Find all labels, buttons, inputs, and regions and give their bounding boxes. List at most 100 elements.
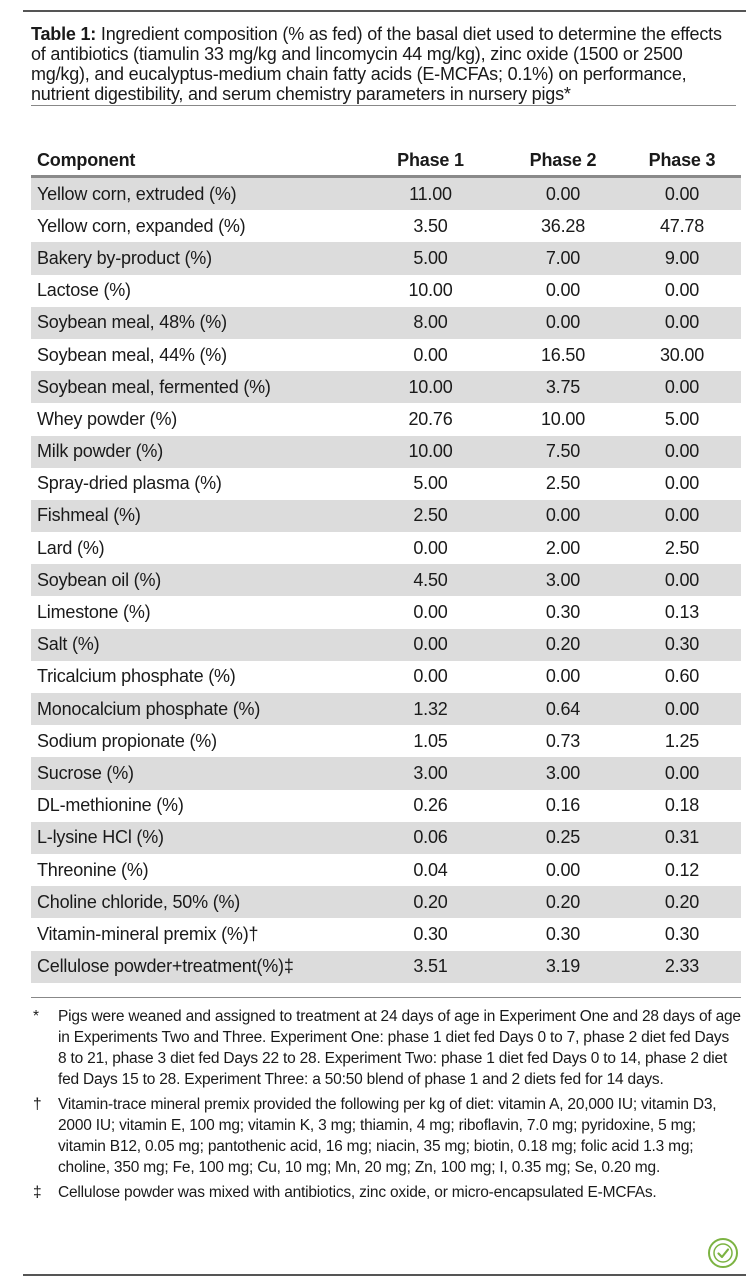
component-name-cell: Soybean meal, fermented (%) <box>31 371 358 404</box>
table-row: Sucrose (%) 3.00 3.00 0.00 <box>31 757 741 790</box>
phase-3-value-cell: 0.60 <box>623 660 741 693</box>
phase-2-value-cell: 0.16 <box>503 789 623 822</box>
phase-2-value-cell: 0.25 <box>503 821 623 854</box>
table-row: Salt (%) 0.00 0.20 0.30 <box>31 628 741 661</box>
component-name-cell: Soybean oil (%) <box>31 564 358 597</box>
phase-3-value-cell: 0.00 <box>623 176 741 211</box>
phase-3-value-cell: 9.00 <box>623 242 741 275</box>
phase-1-value-cell: 3.00 <box>358 757 503 790</box>
column-header-component: Component <box>31 145 358 178</box>
phase-1-value-cell: 11.00 <box>358 176 503 211</box>
table-row: Choline chloride, 50% (%) 0.20 0.20 0.20 <box>31 886 741 919</box>
phase-1-value-cell: 0.00 <box>358 338 503 372</box>
component-name-cell: L-lysine HCl (%) <box>31 821 358 854</box>
phase-2-value-cell: 0.00 <box>503 660 623 693</box>
phase-2-value-cell: 3.75 <box>503 371 623 404</box>
table-row: Soybean meal, fermented (%) 10.00 3.75 0.00 <box>31 371 741 404</box>
phase-1-value-cell: 0.26 <box>358 789 503 822</box>
phase-2-value-cell: 3.00 <box>503 757 623 790</box>
table-header-row: Component Phase 1 Phase 2 Phase 3 <box>31 145 741 178</box>
table-row: Fishmeal (%) 2.50 0.00 0.00 <box>31 499 741 533</box>
phase-3-value-cell: 0.00 <box>623 274 741 307</box>
component-name-cell: Limestone (%) <box>31 596 358 629</box>
phase-2-value-cell: 10.00 <box>503 403 623 436</box>
component-name-cell: Threonine (%) <box>31 853 358 887</box>
caption-label: Table 1: <box>31 24 97 44</box>
phase-3-value-cell: 0.31 <box>623 821 741 854</box>
table-row: Limestone (%) 0.00 0.30 0.13 <box>31 596 741 629</box>
phase-2-value-cell: 2.00 <box>503 532 623 565</box>
column-header-phase-2: Phase 2 <box>503 145 623 178</box>
phase-1-value-cell: 3.50 <box>358 210 503 243</box>
phase-3-value-cell: 0.00 <box>623 757 741 790</box>
phase-1-value-cell: 0.00 <box>358 628 503 661</box>
phase-1-value-cell: 1.32 <box>358 693 503 726</box>
footnote-double-dagger: ‡ Cellulose powder was mixed with antibi… <box>31 1182 741 1203</box>
phase-1-value-cell: 20.76 <box>358 403 503 436</box>
phase-2-value-cell: 3.00 <box>503 564 623 597</box>
phase-3-value-cell: 0.00 <box>623 499 741 533</box>
phase-1-value-cell: 0.06 <box>358 821 503 854</box>
component-name-cell: Lard (%) <box>31 532 358 565</box>
phase-2-value-cell: 0.00 <box>503 853 623 887</box>
phase-1-value-cell: 0.20 <box>358 886 503 919</box>
component-name-cell: Monocalcium phosphate (%) <box>31 693 358 726</box>
table-row: Cellulose powder+treatment(%)‡ 3.51 3.19 2.… <box>31 950 741 983</box>
phase-3-value-cell: 0.00 <box>623 306 741 339</box>
table-row: Vitamin-mineral premix (%)† 0.30 0.30 0.30 <box>31 918 741 951</box>
phase-3-value-cell: 5.00 <box>623 403 741 436</box>
component-name-cell: Whey powder (%) <box>31 403 358 436</box>
component-name-cell: Yellow corn, expanded (%) <box>31 210 358 243</box>
footnote-asterisk: * Pigs were weaned and assigned to treat… <box>31 1006 741 1090</box>
phase-3-value-cell: 47.78 <box>623 210 741 243</box>
table-row: Yellow corn, expanded (%) 3.50 36.28 47.78 <box>31 210 741 243</box>
phase-3-value-cell: 0.00 <box>623 564 741 597</box>
component-name-cell: Yellow corn, extruded (%) <box>31 176 358 211</box>
phase-2-value-cell: 7.00 <box>503 242 623 275</box>
footnote-symbol: † <box>33 1096 42 1113</box>
table-frame: Table 1: Ingredient composition (% as fe… <box>23 10 746 1276</box>
phase-3-value-cell: 0.00 <box>623 467 741 500</box>
phase-2-value-cell: 0.20 <box>503 628 623 661</box>
component-name-cell: Soybean meal, 48% (%) <box>31 306 358 339</box>
table-row: L-lysine HCl (%) 0.06 0.25 0.31 <box>31 821 741 854</box>
component-name-cell: Soybean meal, 44% (%) <box>31 338 358 372</box>
phase-3-value-cell: 0.18 <box>623 789 741 822</box>
component-name-cell: DL-methionine (%) <box>31 789 358 822</box>
footnote-text: Cellulose powder was mixed with antibiot… <box>58 1184 657 1201</box>
footnotes: * Pigs were weaned and assigned to treat… <box>31 997 741 1207</box>
phase-3-value-cell: 2.50 <box>623 532 741 565</box>
phase-2-value-cell: 36.28 <box>503 210 623 243</box>
component-name-cell: Vitamin-mineral premix (%)† <box>31 918 358 951</box>
phase-3-value-cell: 0.13 <box>623 596 741 629</box>
phase-3-value-cell: 0.30 <box>623 918 741 951</box>
footnote-text: Pigs were weaned and assigned to treatme… <box>58 1008 741 1088</box>
table-row: Threonine (%) 0.04 0.00 0.12 <box>31 853 741 887</box>
column-header-phase-3: Phase 3 <box>623 145 741 178</box>
phase-2-value-cell: 0.00 <box>503 176 623 211</box>
phase-2-value-cell: 0.30 <box>503 918 623 951</box>
component-name-cell: Tricalcium phosphate (%) <box>31 660 358 693</box>
table-row: Tricalcium phosphate (%) 0.00 0.00 0.60 <box>31 660 741 693</box>
composition-table: Component Phase 1 Phase 2 Phase 3 Yellow… <box>31 145 741 983</box>
phase-1-value-cell: 0.04 <box>358 853 503 887</box>
phase-2-value-cell: 0.00 <box>503 274 623 307</box>
table-row: Yellow corn, extruded (%) 11.00 0.00 0.00 <box>31 176 741 211</box>
component-name-cell: Choline chloride, 50% (%) <box>31 886 358 919</box>
phase-3-value-cell: 0.00 <box>623 371 741 404</box>
table-row: Soybean meal, 48% (%) 8.00 0.00 0.00 <box>31 306 741 339</box>
phase-1-value-cell: 0.30 <box>358 918 503 951</box>
table-row: Bakery by-product (%) 5.00 7.00 9.00 <box>31 242 741 275</box>
phase-1-value-cell: 10.00 <box>358 274 503 307</box>
phase-1-value-cell: 0.00 <box>358 596 503 629</box>
phase-2-value-cell: 7.50 <box>503 435 623 468</box>
table-row: DL-methionine (%) 0.26 0.16 0.18 <box>31 789 741 822</box>
phase-3-value-cell: 0.00 <box>623 435 741 468</box>
component-name-cell: Lactose (%) <box>31 274 358 307</box>
table-row: Milk powder (%) 10.00 7.50 0.00 <box>31 435 741 468</box>
phase-2-value-cell: 3.19 <box>503 950 623 983</box>
phase-2-value-cell: 2.50 <box>503 467 623 500</box>
caption-text: Ingredient composition (% as fed) of the… <box>31 24 722 104</box>
table-row: Spray-dried plasma (%) 5.00 2.50 0.00 <box>31 467 741 500</box>
footnote-symbol: ‡ <box>33 1184 42 1201</box>
